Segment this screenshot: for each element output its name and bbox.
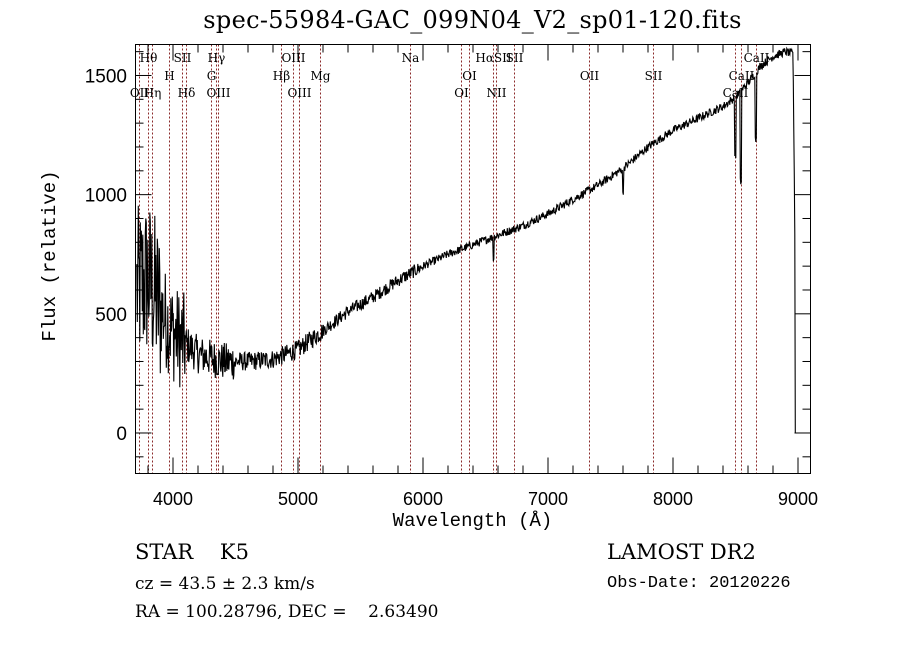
x-tick-label: 7000 <box>528 489 568 509</box>
spectral-line-label: CaII <box>729 69 755 83</box>
spectral-line-label: CaII <box>744 51 770 65</box>
spectral-line-label: OIII <box>281 51 305 65</box>
x-tick-label: 4000 <box>153 489 193 509</box>
spectral-line-label: OIII <box>206 86 230 100</box>
y-axis-label: Flux (relative) <box>39 170 61 342</box>
spectral-line-markers <box>139 44 757 474</box>
chart-title: spec-55984-GAC_099N04_V2_sp01-120.fits <box>203 6 742 34</box>
survey-name: LAMOST DR2 <box>607 540 756 564</box>
y-tick-label: 1000 <box>85 186 127 207</box>
spectral-line-label: SII <box>645 69 663 83</box>
spectral-line-label: CaII <box>723 86 749 100</box>
x-tick-label: 6000 <box>403 489 443 509</box>
redshift-velocity: cz = 43.5 ± 2.3 km/s <box>135 574 315 594</box>
spectrum-line <box>136 46 797 434</box>
coordinates: RA = 100.28796, DEC = 2.63490 <box>135 602 439 622</box>
y-axis-ticks: 0 500 1000 1500 <box>85 51 811 458</box>
y-tick-label: 1500 <box>85 66 127 87</box>
spectral-line-label: HαSII <box>475 51 512 65</box>
spectral-line-label: OI <box>462 69 477 83</box>
spectral-line-label: OIII <box>287 86 311 100</box>
observation-date: Obs-Date: 20120226 <box>607 574 791 593</box>
spectral-line-label: OII <box>580 69 600 83</box>
object-class: STAR K5 <box>135 540 249 564</box>
x-tick-label: 5000 <box>278 489 318 509</box>
spectral-line-label: G <box>207 69 217 83</box>
y-tick-label: 0 <box>116 424 127 445</box>
spectral-line-label: Na <box>402 51 420 65</box>
spectral-line-label: H <box>164 69 174 83</box>
spectral-line-label: SII <box>174 51 192 65</box>
y-tick-label: 500 <box>95 305 127 326</box>
spectral-line-label: Hη <box>144 86 162 100</box>
plot-frame <box>135 44 811 474</box>
spectral-line-label: Hθ <box>140 51 158 65</box>
spectral-line-label: Hβ <box>273 69 290 83</box>
spectral-line-label: OII <box>130 86 150 100</box>
spectral-line-label: Hδ <box>178 86 196 100</box>
spectral-line-label: SII <box>506 51 524 65</box>
x-tick-label: 9000 <box>778 489 818 509</box>
spectral-line-label: Mg <box>311 69 331 83</box>
x-axis-label: Wavelength (Å) <box>392 510 553 532</box>
x-tick-label: 8000 <box>653 489 693 509</box>
x-axis-ticks: 4000 5000 6000 7000 8000 9000 <box>147 44 818 509</box>
spectral-line-label: NII <box>487 86 507 100</box>
spectral-line-label: Hγ <box>208 51 226 65</box>
spectral-line-label: OI <box>454 86 469 100</box>
